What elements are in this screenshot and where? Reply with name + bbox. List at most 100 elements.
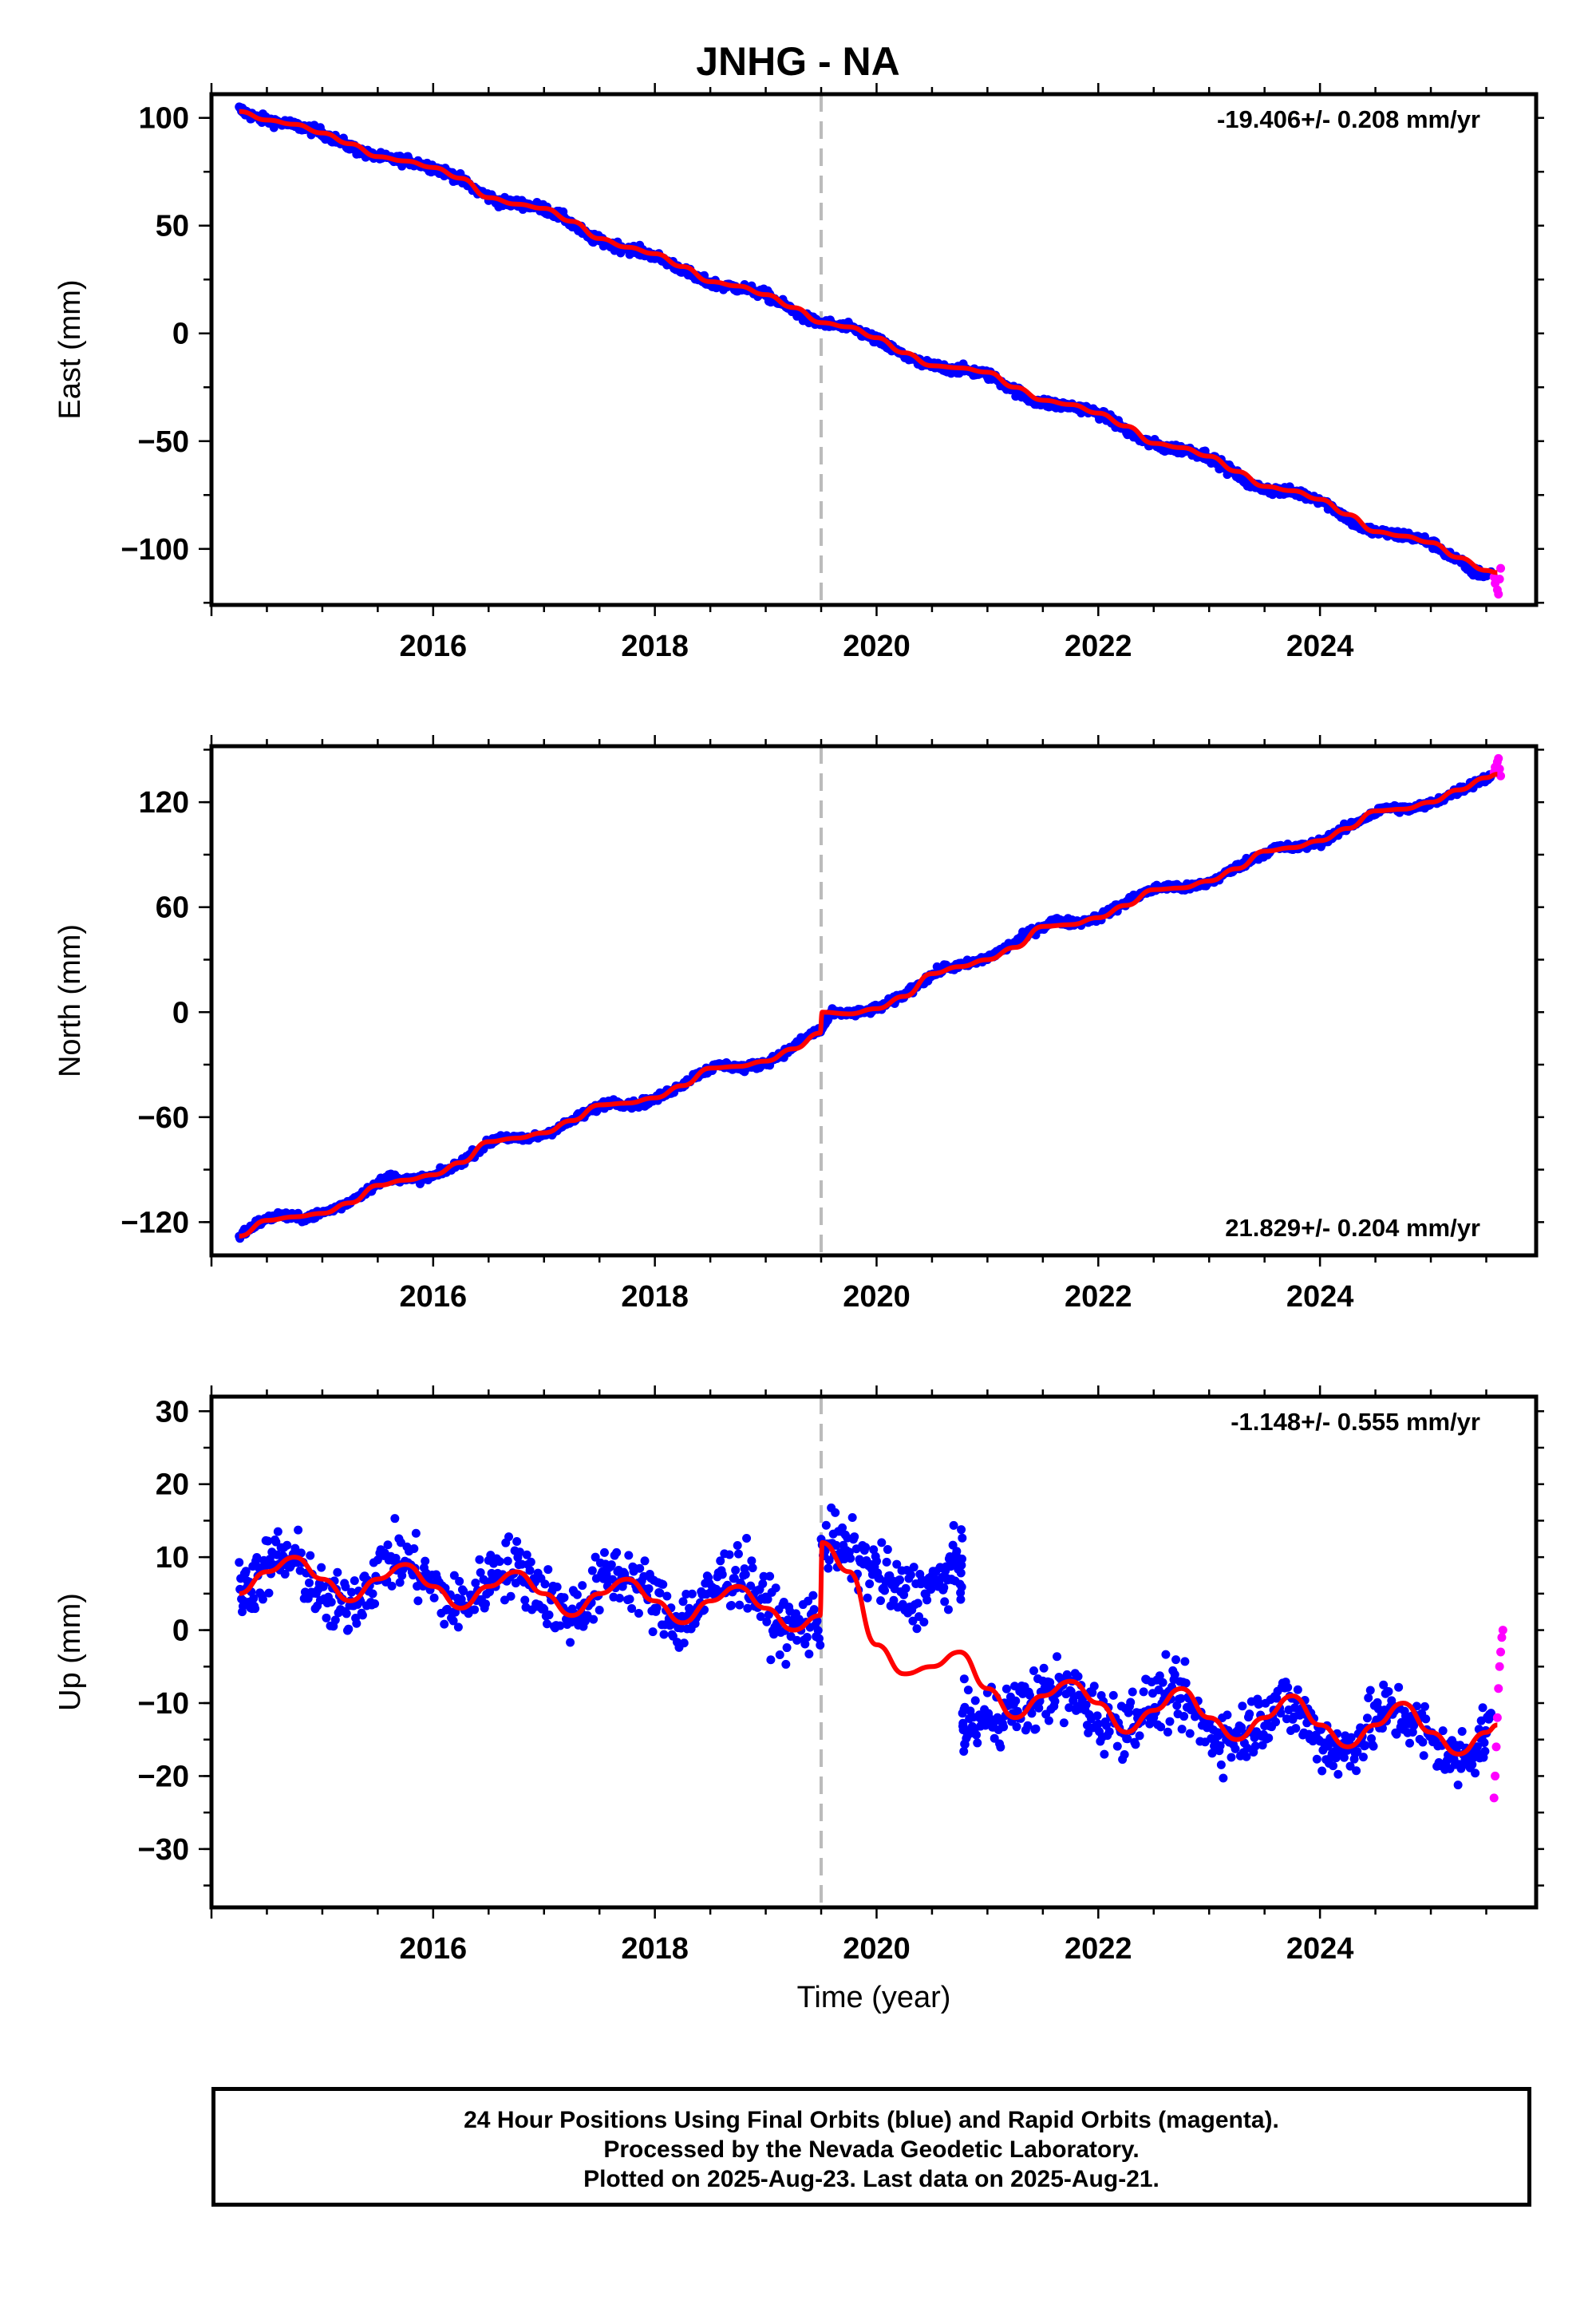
up-final-point (1231, 1744, 1240, 1753)
up-rapid-point (1491, 1771, 1500, 1780)
north-y-tick-label: 60 (156, 891, 189, 925)
east-plot-area (235, 94, 1506, 605)
up-final-point (1271, 1717, 1281, 1727)
up-final-point (906, 1570, 915, 1579)
up-final-point (956, 1568, 966, 1578)
up-model-line (239, 1539, 1498, 1757)
up-final-point (876, 1596, 886, 1606)
east-model-line (239, 109, 1498, 575)
up-final-point (1139, 1687, 1148, 1697)
up-final-point (1468, 1760, 1477, 1769)
east-x-tick-label: 2016 (400, 630, 468, 663)
up-final-point (1131, 1740, 1140, 1749)
up-final-point (1364, 1694, 1373, 1703)
up-final-point (395, 1578, 405, 1587)
up-final-point (742, 1534, 752, 1543)
up-final-point (648, 1627, 658, 1637)
up-final-point (1317, 1766, 1327, 1776)
east-x-tick-label: 2024 (1286, 630, 1354, 663)
up-final-point (1480, 1746, 1490, 1756)
up-final-point (566, 1638, 575, 1647)
up-final-point (679, 1638, 689, 1648)
up-y-tick-label: −20 (138, 1760, 189, 1793)
up-final-point (322, 1613, 331, 1622)
up-final-point (455, 1576, 464, 1586)
up-final-point (731, 1566, 741, 1575)
up-final-point (526, 1557, 535, 1567)
up-final-point (655, 1588, 665, 1598)
up-final-point (1216, 1760, 1226, 1769)
up-final-point (1163, 1727, 1172, 1737)
up-final-point (792, 1635, 802, 1645)
up-final-point (453, 1622, 463, 1632)
up-final-point (1361, 1741, 1370, 1750)
up-final-point (800, 1639, 810, 1649)
up-final-point (1453, 1780, 1463, 1790)
up-final-point (559, 1593, 569, 1603)
up-final-point (1092, 1711, 1102, 1721)
up-final-point (1346, 1733, 1356, 1742)
up-x-tick-label: 2018 (621, 1932, 689, 1966)
up-final-point (861, 1543, 871, 1552)
up-final-point (409, 1543, 419, 1553)
footer-box: 24 Hour Positions Using Final Orbits (bl… (211, 2087, 1531, 2207)
up-final-point (716, 1556, 725, 1566)
up-final-point (543, 1565, 553, 1575)
up-final-point (662, 1591, 672, 1601)
up-final-point (627, 1603, 637, 1613)
up-final-point (635, 1563, 645, 1573)
up-final-point (358, 1611, 367, 1620)
north-plot-area (235, 746, 1506, 1255)
up-panel: 2016 2018 2020 2022 2024 −30 −20 −10 0 10 20 30 Up (… (53, 1385, 1544, 2014)
up-final-point (540, 1579, 550, 1589)
up-final-point (1180, 1657, 1190, 1666)
up-final-point (831, 1508, 840, 1517)
up-final-point (1001, 1684, 1011, 1694)
up-final-point (769, 1630, 779, 1639)
up-final-point (1023, 1721, 1033, 1730)
up-final-point (1207, 1749, 1217, 1758)
up-final-point (330, 1615, 340, 1625)
up-final-point (999, 1722, 1009, 1732)
up-final-point (727, 1601, 737, 1611)
up-final-point (1408, 1727, 1417, 1737)
up-final-point (1471, 1769, 1480, 1778)
up-final-point (587, 1566, 597, 1575)
east-y-tick-label: 0 (172, 318, 189, 351)
up-final-point (296, 1548, 306, 1558)
up-final-point (383, 1540, 393, 1550)
up-final-point (957, 1560, 966, 1570)
up-final-point (1123, 1734, 1132, 1744)
east-y-tick-label: −50 (138, 425, 189, 459)
up-final-point (748, 1563, 757, 1573)
up-final-point (475, 1555, 484, 1564)
up-final-point (1405, 1738, 1415, 1748)
up-final-point (333, 1567, 342, 1577)
up-final-point (1472, 1742, 1482, 1752)
east-panel: 2016 2018 2020 2022 2024 −100 −50 0 50 100 East (m… (53, 83, 1544, 663)
up-final-point (741, 1570, 750, 1579)
up-final-point (1242, 1752, 1251, 1761)
up-final-point (591, 1552, 600, 1562)
up-final-point (370, 1599, 380, 1609)
up-final-point (326, 1598, 336, 1607)
up-final-point (448, 1616, 458, 1626)
up-final-point (1421, 1714, 1431, 1724)
up-final-point (1044, 1716, 1053, 1725)
up-final-point (1358, 1753, 1368, 1762)
up-final-point (429, 1593, 439, 1603)
up-final-point (342, 1609, 351, 1618)
north-rapid-point (1496, 771, 1506, 781)
up-final-point (1272, 1694, 1282, 1703)
up-x-label: Time (year) (797, 1981, 951, 2014)
up-final-point (612, 1547, 622, 1557)
up-final-point (512, 1536, 522, 1546)
up-final-point (1025, 1690, 1034, 1700)
up-rapid-points (1489, 1626, 1507, 1803)
up-final-point (1362, 1713, 1372, 1723)
up-final-point (912, 1624, 922, 1634)
up-final-point (813, 1626, 823, 1635)
up-final-point (485, 1587, 495, 1597)
east-x-tick-label: 2022 (1065, 630, 1132, 663)
up-final-point (1394, 1682, 1404, 1692)
